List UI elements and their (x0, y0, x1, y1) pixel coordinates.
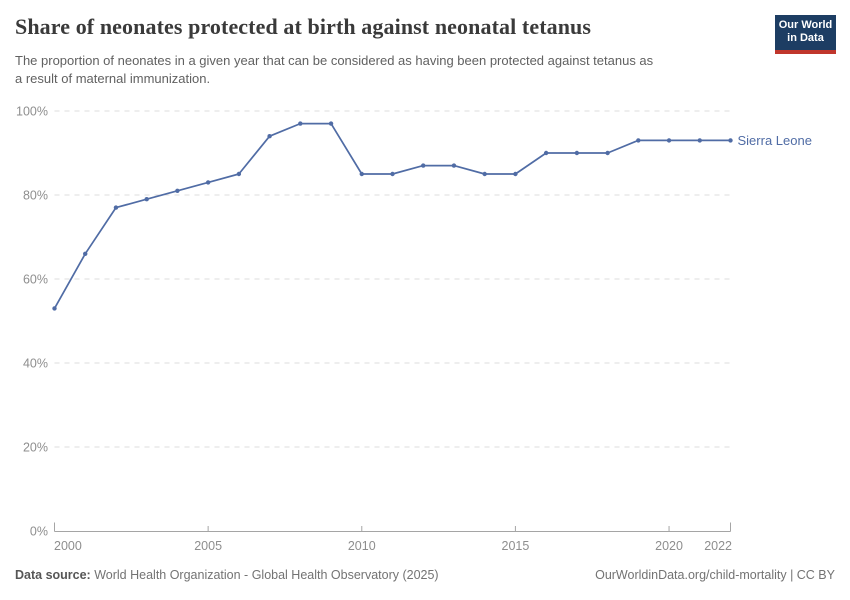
svg-text:60%: 60% (23, 273, 48, 287)
svg-text:0%: 0% (30, 525, 48, 539)
svg-text:2010: 2010 (348, 539, 376, 553)
svg-text:2000: 2000 (54, 539, 82, 553)
chart-subtitle-line-2: a result of maternal immunization. (15, 70, 211, 86)
owid-logo-line-2: in Data (787, 32, 824, 44)
svg-text:80%: 80% (23, 189, 48, 203)
svg-text:2015: 2015 (502, 539, 530, 553)
svg-text:100%: 100% (16, 105, 48, 119)
svg-text:2005: 2005 (194, 539, 222, 553)
data-source: Data source: World Health Organization -… (15, 568, 439, 582)
credit-link[interactable]: OurWorldinData.org/child-mortality | CC … (595, 568, 835, 582)
data-source-value: World Health Organization - Global Healt… (94, 568, 439, 582)
owid-logo[interactable]: Our World in Data (775, 15, 836, 54)
data-source-label: Data source: (15, 568, 91, 582)
owid-logo-line-1: Our World (778, 19, 833, 31)
chart-subtitle: The proportion of neonates in a given ye… (15, 52, 653, 87)
chart-subtitle-line-1: The proportion of neonates in a given ye… (15, 53, 654, 68)
svg-text:2022: 2022 (704, 539, 732, 553)
svg-text:2020: 2020 (655, 539, 683, 553)
series-label: Sierra Leone (738, 133, 812, 148)
svg-text:40%: 40% (23, 357, 48, 371)
chart-footer: Data source: World Health Organization -… (15, 568, 835, 582)
svg-text:20%: 20% (23, 441, 48, 455)
chart-title: Share of neonates protected at birth aga… (15, 14, 592, 39)
